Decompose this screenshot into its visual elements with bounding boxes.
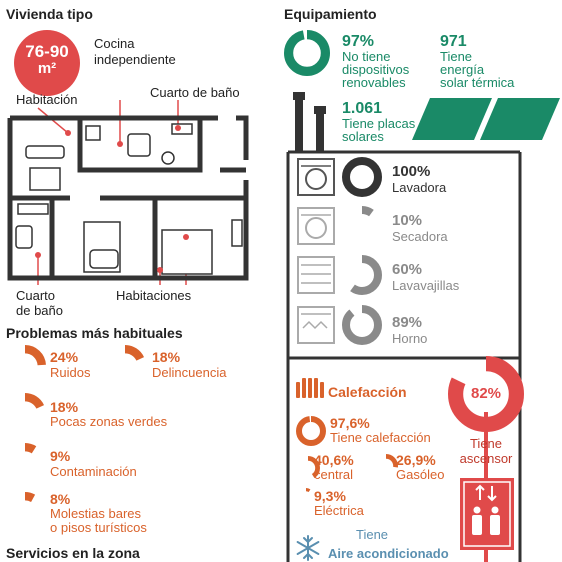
vivienda-title: Vivienda tipo	[6, 6, 93, 22]
donut-electrica	[298, 488, 314, 504]
pct-secadora: 10%	[392, 212, 423, 229]
label-bano-bottom-1: Cuarto	[16, 288, 56, 303]
label-bano-bottom-2: de baño	[16, 303, 63, 318]
label-bano-top: Cuarto de baño	[150, 85, 240, 100]
servicios-title: Servicios en la zona	[6, 545, 140, 561]
donut-ruidos-arc	[4, 345, 46, 387]
donut-central-arc	[296, 456, 320, 480]
building-outline	[286, 150, 522, 562]
pct-gasoleo: 26,9%	[396, 452, 436, 468]
pct-lavadora: 100%	[392, 163, 431, 180]
donut-gasoleo-arc	[374, 454, 398, 478]
aire-l1: Tiene	[356, 527, 389, 542]
label-tiene-calefaccion: Tiene calefacción	[330, 430, 431, 445]
label-ruidos: Ruidos	[50, 365, 91, 380]
donut-delincuencia	[104, 345, 146, 387]
calefaccion-title: Calefacción	[328, 384, 407, 400]
label-horno: Horno	[392, 331, 428, 346]
solar-termica-l3: solar térmica	[440, 75, 515, 90]
label-lavadora: Lavadora	[392, 180, 447, 195]
pct-contaminacion: 9%	[50, 448, 71, 464]
donut-lavadora	[342, 157, 382, 197]
label-delincuencia: Delincuencia	[152, 365, 227, 380]
pct-renovables: 97%	[342, 33, 375, 50]
label-lavavajillas: Lavavajillas	[392, 278, 460, 293]
donut-lavavajillas	[342, 255, 382, 295]
floor-plan	[7, 100, 249, 285]
donut-molestias-arc	[4, 492, 46, 534]
pct-central: 40,6%	[314, 452, 354, 468]
donut-ascensor-arc	[448, 356, 524, 432]
pct-ruidos: 24%	[50, 349, 79, 365]
pct-zonas-verdes: 18%	[50, 399, 79, 415]
label-habitacion: Habitación	[16, 92, 78, 107]
label-habitaciones: Habitaciones	[116, 288, 192, 303]
label-contaminacion: Contaminación	[50, 464, 137, 479]
solar-termica-l1: Tiene	[440, 49, 473, 64]
dryer-icon	[297, 207, 335, 245]
chimney-icon	[293, 92, 326, 152]
label-secadora: Secadora	[392, 229, 448, 244]
oven-icon	[297, 306, 335, 344]
donut-lavavajillas-arc	[342, 255, 382, 295]
donut-gasoleo	[374, 454, 398, 478]
num-placas: 1.061	[342, 100, 383, 117]
donut-contaminacion	[4, 443, 46, 485]
pct-tiene-calefaccion: 97,6%	[330, 415, 370, 431]
ascensor-l1: Tiene	[469, 436, 503, 451]
donut-contaminacion-arc	[4, 443, 46, 485]
donut-zonas-verdes	[4, 393, 46, 435]
donut-delincuencia-arc	[104, 345, 146, 387]
donut-tiene-calefaccion	[296, 416, 326, 446]
donut-renovables-arc	[284, 30, 330, 76]
ascensor-l2: ascensor	[459, 451, 513, 466]
dishwasher-icon	[297, 256, 335, 294]
placas-l1: Tiene placas	[342, 116, 416, 131]
donut-lavadora-arc	[342, 157, 382, 197]
size-unit: m²	[37, 60, 57, 77]
donut-ruidos	[4, 345, 46, 387]
donut-renovables	[284, 30, 330, 76]
label-molestias-2: o pisos turísticos	[50, 520, 147, 535]
pct-horno: 89%	[392, 314, 423, 331]
donut-secadora	[342, 206, 382, 246]
renovables-l2: dispositivos	[342, 62, 410, 77]
pct-molestias: 8%	[50, 491, 71, 507]
donut-secadora-arc	[342, 206, 382, 246]
solar-termica-l2: energía	[440, 62, 485, 77]
placas-l2: solares	[342, 129, 384, 144]
pct-electrica: 9,3%	[314, 488, 346, 504]
label-cocina-1: Cocina	[94, 36, 135, 51]
donut-central	[296, 456, 320, 480]
renovables-l3: renovables	[342, 75, 406, 90]
donut-molestias	[4, 492, 46, 534]
pct-ascensor: 82%	[470, 385, 502, 402]
label-electrica: Eléctrica	[314, 503, 364, 518]
size-badge: 76-90 m²	[14, 30, 80, 96]
radiator-icon	[296, 378, 324, 398]
num-solar-termica: 971	[440, 33, 467, 50]
label-zonas-verdes: Pocas zonas verdes	[50, 414, 168, 429]
label-gasoleo: Gasóleo	[396, 467, 445, 482]
elevator-graphic	[460, 412, 514, 562]
donut-ascensor	[448, 356, 524, 432]
donut-electrica-arc	[298, 488, 314, 504]
donut-horno-arc	[342, 305, 382, 345]
renovables-l1: No tiene	[342, 49, 391, 64]
solar-panels-icon	[412, 98, 560, 140]
label-cocina-2: independiente	[94, 52, 176, 67]
snowflake-icon	[296, 535, 320, 561]
pct-delincuencia: 18%	[152, 349, 181, 365]
size-value: 76-90	[25, 42, 69, 61]
washing-machine-icon	[297, 158, 335, 196]
aire-l2: Aire acondicionado	[328, 546, 449, 561]
label-central: central	[314, 467, 354, 482]
donut-tiene-calefaccion-arc	[296, 416, 326, 446]
donut-zonas-verdes-arc	[4, 393, 46, 435]
donut-horno	[342, 305, 382, 345]
equipamiento-title: Equipamiento	[284, 6, 377, 22]
pct-lavavajillas: 60%	[392, 261, 423, 278]
problemas-title: Problemas más habituales	[6, 325, 183, 341]
label-molestias-1: Molestias bares	[50, 506, 142, 521]
